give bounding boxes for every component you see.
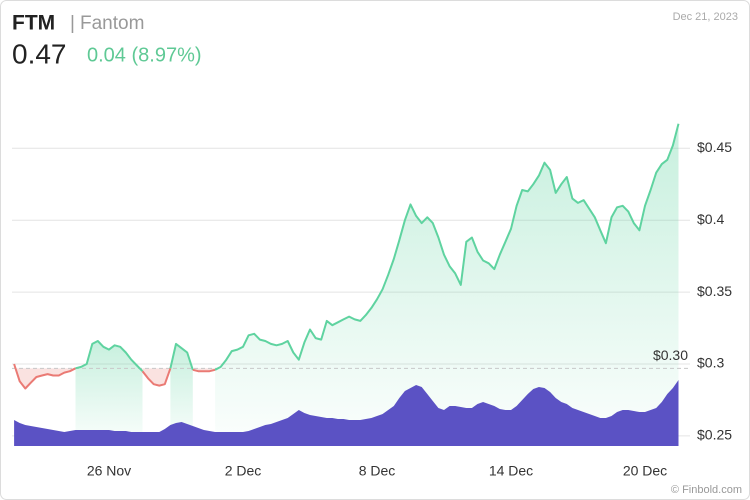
y-tick-label: $0.4: [697, 211, 724, 227]
price-line: [192, 368, 216, 373]
ticker: FTM: [12, 12, 55, 35]
area-above: [170, 343, 193, 446]
price-line: [75, 340, 144, 372]
y-tick-label: $0.3: [697, 355, 724, 371]
area-above: [75, 341, 143, 446]
x-tick-label: 20 Dec: [623, 463, 667, 479]
y-tick-label: $0.45: [697, 139, 732, 155]
area-below: [142, 368, 171, 386]
y-tick-label: $0.35: [697, 283, 732, 299]
x-tick-label: 14 Dec: [489, 463, 533, 479]
separator: |: [70, 13, 75, 34]
area-above: [215, 123, 679, 447]
asset-name: Fantom: [80, 13, 144, 34]
reference-label: $0.30: [653, 347, 688, 363]
x-tick-label: 2 Dec: [225, 463, 262, 479]
date: Dec 21, 2023: [673, 11, 738, 23]
x-tick-label: 8 Dec: [359, 463, 396, 479]
price-line: [214, 123, 680, 371]
area-below: [14, 364, 76, 389]
volume-area: [14, 380, 679, 446]
price-line: [141, 367, 172, 387]
price: 0.47: [12, 38, 67, 69]
price-line: [13, 363, 76, 390]
plot: $0.25 $0.3 $0.35 $0.4 $0.45 26 Nov 2 Dec 8 Dec 1…: [12, 123, 732, 479]
price-line: [169, 342, 194, 371]
x-tick-label: 26 Nov: [87, 463, 131, 479]
source: © Finbold.com: [671, 484, 742, 496]
price-change: 0.04 (8.97%): [87, 44, 202, 66]
y-tick-label: $0.25: [697, 427, 732, 443]
